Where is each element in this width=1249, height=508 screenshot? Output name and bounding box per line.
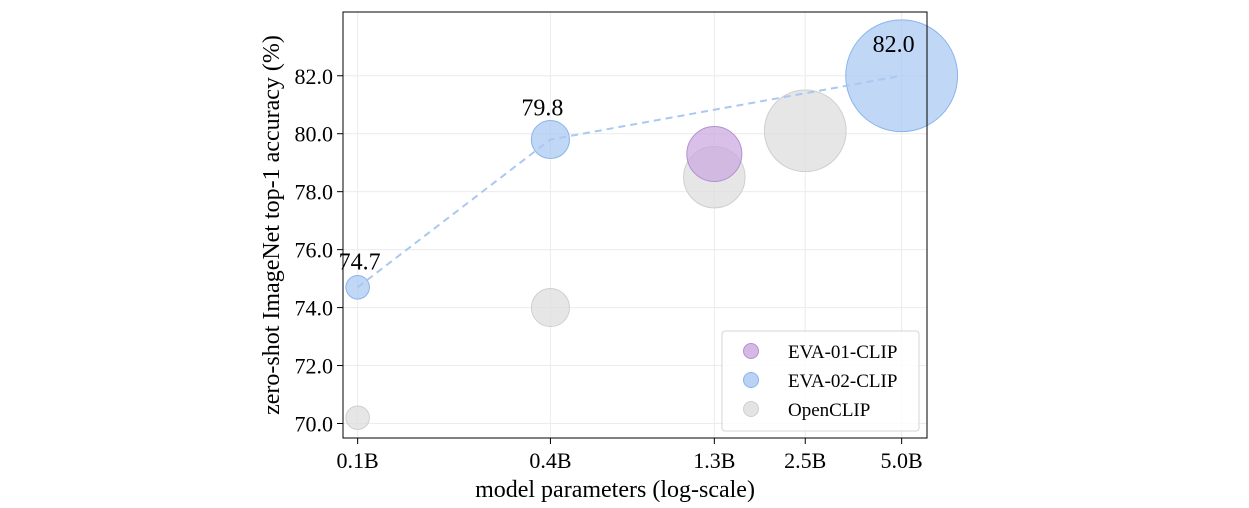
bubble-point-openclip <box>763 89 847 173</box>
data-label: 82.0 <box>873 32 915 58</box>
x-tick-label: 0.1B <box>337 448 379 473</box>
plot-frame <box>342 11 928 439</box>
x-axis-title: model parameters (log-scale) <box>475 477 755 503</box>
legend-marker <box>743 343 759 359</box>
bubble-point-openclip <box>345 405 370 430</box>
bubble-point-eva-02-clip <box>845 19 959 133</box>
legend-marker <box>743 401 759 417</box>
data-label: 79.8 <box>521 96 563 122</box>
x-tick-label: 2.5B <box>784 448 826 473</box>
y-tick-label: 70.0 <box>295 412 334 437</box>
y-tick-label: 72.0 <box>295 354 334 379</box>
legend-marker <box>743 372 759 388</box>
y-tick-label: 76.0 <box>295 238 334 263</box>
legend-label: EVA-02-CLIP <box>788 371 897 392</box>
series-trend-line <box>357 74 902 289</box>
y-tick-label: 80.0 <box>295 122 334 147</box>
y-tick-label: 74.0 <box>295 296 334 321</box>
y-axis-title: zero-shot ImageNet top-1 accuracy (%) <box>259 35 285 415</box>
legend-label: OpenCLIP <box>788 400 870 421</box>
y-tick-label: 78.0 <box>295 180 334 205</box>
x-tick-label: 1.3B <box>693 448 735 473</box>
x-tick-label: 5.0B <box>881 448 923 473</box>
x-tick-label: 0.4B <box>529 448 571 473</box>
legend-box <box>721 330 920 432</box>
bubble-point-eva-01-clip <box>686 126 743 182</box>
legend-label: EVA-01-CLIP <box>788 342 897 363</box>
data-label: 74.7 <box>339 250 381 276</box>
bubble-point-openclip <box>530 288 570 328</box>
y-tick-label: 82.0 <box>295 64 334 89</box>
